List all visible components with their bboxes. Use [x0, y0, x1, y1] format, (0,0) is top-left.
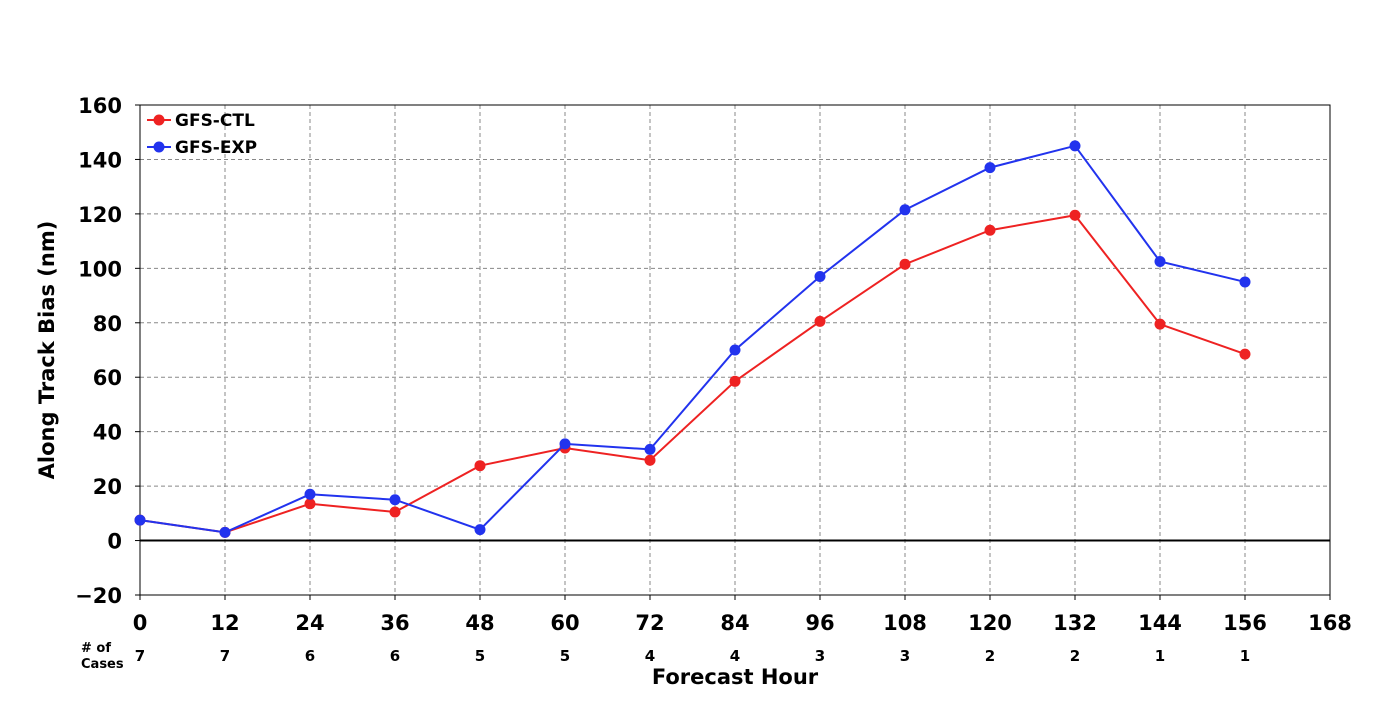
y-tick-label: 140: [78, 148, 122, 172]
case-count: 6: [305, 647, 315, 665]
case-count: 5: [560, 647, 570, 665]
data-point: [1154, 318, 1166, 330]
data-point: [644, 443, 656, 455]
legend: GFS-CTL GFS-EXP: [147, 111, 257, 158]
y-tick-label: 120: [78, 203, 122, 227]
case-count: 1: [1240, 647, 1250, 665]
x-tick-label: 36: [380, 611, 409, 635]
data-point: [644, 454, 656, 466]
data-point: [474, 524, 486, 536]
data-point: [814, 315, 826, 327]
legend-label: GFS-EXP: [175, 138, 257, 158]
case-count: 2: [985, 647, 995, 665]
data-point: [729, 344, 741, 356]
legend-item: GFS-CTL: [147, 111, 255, 131]
data-point: [304, 498, 316, 510]
case-count: 6: [390, 647, 400, 665]
y-tick-label: 160: [78, 94, 122, 118]
x-tick-label: 60: [550, 611, 579, 635]
x-tick-label: 0: [133, 611, 148, 635]
y-tick-label: −20: [75, 584, 122, 608]
y-axis-title: Along Track Bias (nm): [35, 221, 59, 480]
grid-layer: [140, 105, 1330, 595]
series-layer: [134, 140, 1251, 538]
data-point: [1154, 256, 1166, 268]
x-tick-label: 120: [968, 611, 1012, 635]
x-tick-label: 144: [1138, 611, 1182, 635]
x-tick-label: 48: [465, 611, 494, 635]
cases-title-line2: Cases: [81, 657, 124, 672]
x-tick-label: 156: [1223, 611, 1267, 635]
case-count: 3: [815, 647, 825, 665]
case-count: 5: [475, 647, 485, 665]
case-count: 7: [135, 647, 145, 665]
data-point: [559, 438, 571, 450]
x-tick-label: 96: [805, 611, 834, 635]
y-tick-label: 60: [93, 366, 122, 390]
data-point: [814, 271, 826, 282]
cases-row: 7 7 6 6 5 5 4 4 3 3 2 2 1 1: [135, 647, 1250, 665]
y-tick-label: 20: [93, 475, 122, 499]
data-point: [219, 526, 231, 538]
series-gfs-exp: [134, 140, 1251, 538]
x-tick-label: 168: [1308, 611, 1352, 635]
x-tick-label: 12: [210, 611, 239, 635]
series-line: [139, 144, 1246, 534]
case-count: 2: [1070, 647, 1080, 665]
tick-labels: 0 12 24 36 48 60 72 84 96 108 120 132 144 156 168 −20 0 2…: [75, 94, 1352, 635]
cases-title-line1: # of: [81, 641, 111, 656]
data-point: [899, 204, 911, 216]
data-point: [389, 494, 401, 506]
case-count: 3: [900, 647, 910, 665]
data-point: [389, 506, 401, 518]
x-tick-label: 132: [1053, 611, 1097, 635]
case-count: 4: [645, 647, 655, 665]
data-point: [899, 258, 911, 270]
data-point: [1239, 348, 1251, 360]
y-tick-label: 80: [93, 312, 122, 336]
case-count: 1: [1155, 647, 1165, 665]
x-tick-label: 72: [635, 611, 664, 635]
x-axis-title: Forecast Hour: [652, 665, 819, 689]
y-tick-label: 40: [93, 421, 122, 445]
y-tick-label: 0: [107, 530, 122, 554]
data-point: [134, 514, 146, 526]
data-point: [1069, 140, 1081, 152]
y-tick-label: 100: [78, 257, 122, 281]
series-gfs-ctl: [134, 209, 1251, 538]
data-point: [304, 488, 316, 500]
x-tick-label: 24: [295, 611, 324, 635]
legend-item: GFS-EXP: [147, 138, 257, 158]
data-point: [1239, 276, 1251, 288]
legend-marker: [153, 141, 165, 153]
series-line: [139, 214, 1246, 534]
case-count: 4: [730, 647, 740, 665]
data-point: [984, 224, 996, 236]
legend-label: GFS-CTL: [175, 111, 255, 131]
legend-marker: [153, 114, 165, 126]
case-count: 7: [220, 647, 230, 665]
data-point: [474, 460, 486, 472]
data-point: [729, 375, 741, 387]
x-tick-label: 84: [720, 611, 749, 635]
x-tick-label: 108: [883, 611, 927, 635]
data-point: [984, 162, 996, 174]
data-point: [1069, 209, 1081, 221]
